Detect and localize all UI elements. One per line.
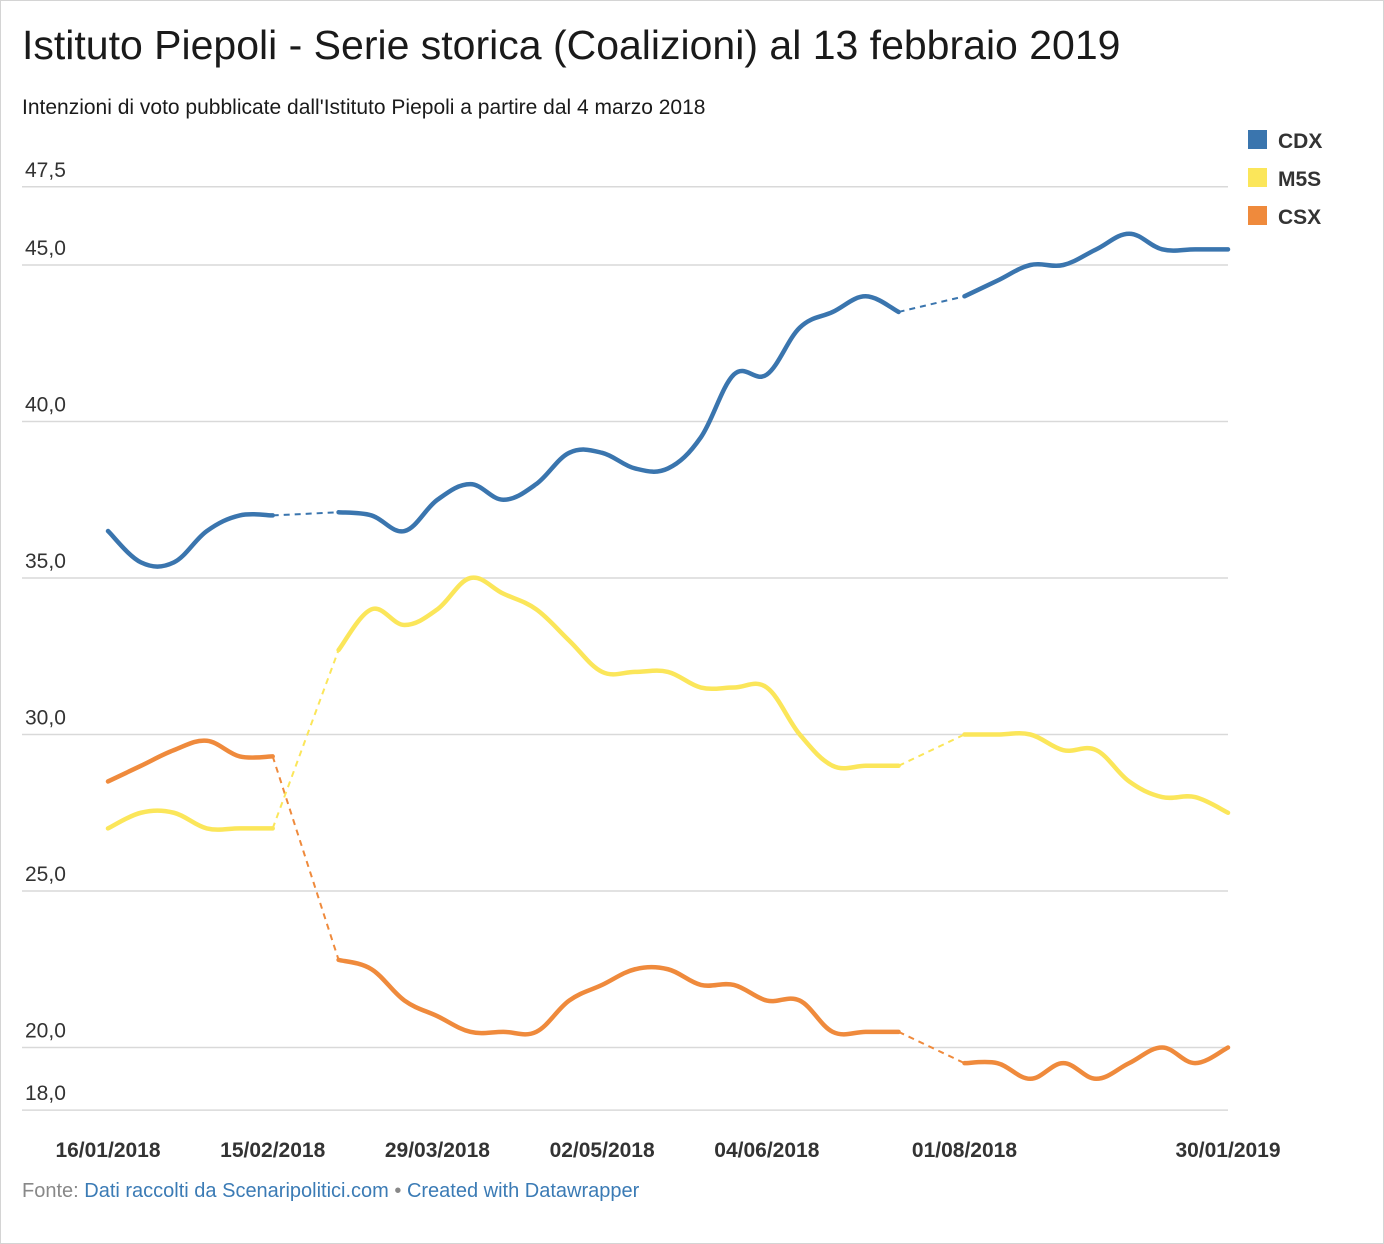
x-tick-label: 29/03/2018 bbox=[385, 1139, 490, 1162]
legend-label-m5s: M5S bbox=[1278, 168, 1321, 191]
series-line-csx bbox=[105, 738, 275, 784]
y-tick-label: 47,5 bbox=[25, 159, 66, 182]
footer-separator: • bbox=[388, 1180, 407, 1202]
legend-swatch-m5s bbox=[1248, 168, 1267, 187]
x-tick-label: 30/01/2019 bbox=[1175, 1139, 1280, 1162]
y-tick-label: 25,0 bbox=[25, 863, 66, 886]
gap-connector-cdx bbox=[272, 511, 339, 517]
series-line-csx bbox=[962, 1045, 1231, 1082]
legend-label-cdx: CDX bbox=[1278, 130, 1322, 153]
chart-title: Istituto Piepoli - Serie storica (Coaliz… bbox=[22, 22, 1121, 68]
series-csx bbox=[105, 738, 1231, 1082]
legend-label-csx: CSX bbox=[1278, 206, 1321, 229]
y-axis-ticks: 47,5 45,0 40,0 35,0 30,0 25,0 20,0 18,0 bbox=[25, 159, 66, 1105]
x-tick-label: 01/08/2018 bbox=[912, 1139, 1017, 1162]
chart-footer: Fonte: Dati raccolti da Scenaripolitici.… bbox=[22, 1180, 639, 1203]
x-tick-label: 04/06/2018 bbox=[714, 1139, 819, 1162]
x-tick-label: 16/01/2018 bbox=[55, 1139, 160, 1162]
footer-prefix: Fonte: bbox=[22, 1180, 85, 1202]
y-tick-label: 40,0 bbox=[25, 394, 66, 417]
y-tick-label: 18,0 bbox=[25, 1082, 66, 1105]
gap-connector-csx bbox=[271, 756, 340, 961]
series-lines bbox=[105, 231, 1231, 1082]
series-m5s bbox=[105, 575, 1231, 832]
y-tick-label: 35,0 bbox=[25, 550, 66, 573]
gap-connector-cdx bbox=[898, 295, 965, 313]
datawrapper-link[interactable]: Created with Datawrapper bbox=[406, 1180, 640, 1202]
legend: CDX M5S CSX bbox=[1248, 130, 1322, 229]
gridlines bbox=[22, 186, 1228, 1111]
source-link[interactable]: Dati raccolti da Scenaripolitici.com bbox=[84, 1180, 389, 1202]
gap-connector-csx bbox=[898, 1030, 965, 1065]
gap-connector-m5s bbox=[271, 649, 340, 829]
y-tick-label: 30,0 bbox=[25, 707, 66, 730]
series-line-m5s bbox=[962, 731, 1231, 815]
y-tick-label: 20,0 bbox=[25, 1020, 66, 1043]
chart-subtitle: Intenzioni di voto pubblicate dall'Istit… bbox=[22, 96, 706, 119]
series-line-cdx bbox=[336, 294, 901, 534]
series-line-m5s bbox=[336, 575, 901, 771]
gap-connector-m5s bbox=[898, 733, 965, 767]
x-axis-ticks: 16/01/2018 15/02/2018 29/03/2018 02/05/2018… bbox=[55, 1139, 1280, 1162]
legend-swatch-csx bbox=[1248, 206, 1267, 225]
series-line-m5s bbox=[105, 808, 275, 832]
x-tick-label: 15/02/2018 bbox=[220, 1139, 325, 1162]
series-line-csx bbox=[336, 957, 901, 1037]
x-tick-label: 02/05/2018 bbox=[550, 1139, 655, 1162]
series-line-cdx bbox=[105, 511, 275, 569]
series-line-cdx bbox=[962, 231, 1231, 299]
series-cdx bbox=[105, 231, 1231, 569]
legend-swatch-cdx bbox=[1248, 130, 1267, 149]
y-tick-label: 45,0 bbox=[25, 237, 66, 260]
